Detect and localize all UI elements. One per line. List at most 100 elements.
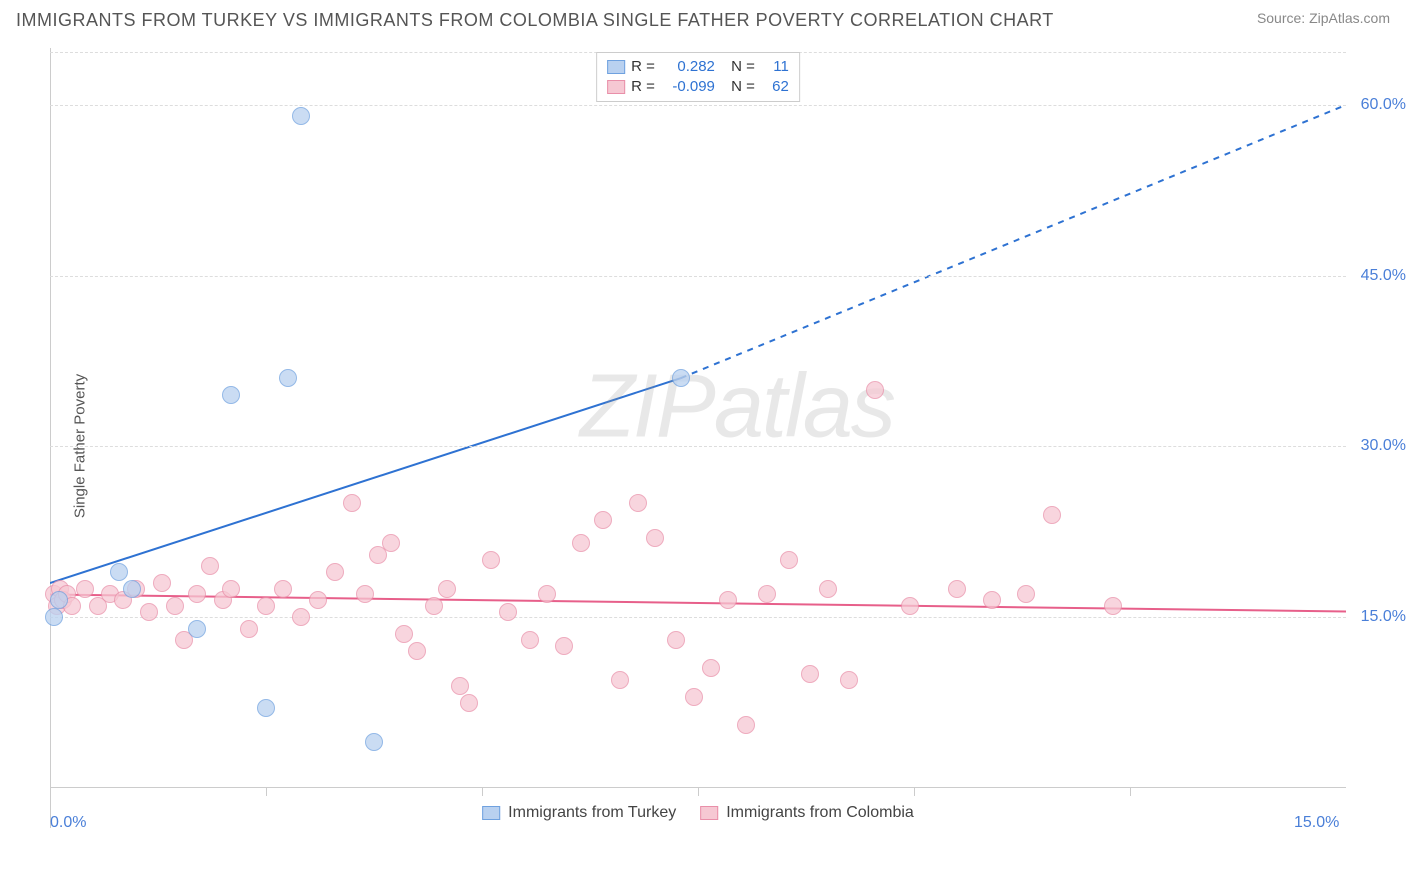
y-grid-line	[50, 276, 1346, 277]
data-point-colombia	[901, 597, 919, 615]
y-tick-label: 60.0%	[1361, 96, 1406, 114]
data-point-colombia	[629, 494, 647, 512]
y-tick-label: 15.0%	[1361, 608, 1406, 626]
correlation-legend: R = 0.282 N = 11 R = -0.099 N = 62	[596, 52, 800, 102]
data-point-turkey	[257, 699, 275, 717]
data-point-colombia	[866, 381, 884, 399]
y-grid-line	[50, 617, 1346, 618]
data-point-colombia	[801, 665, 819, 683]
data-point-colombia	[76, 580, 94, 598]
legend-label-turkey: Immigrants from Turkey	[508, 804, 676, 822]
data-point-colombia	[667, 631, 685, 649]
data-point-colombia	[538, 585, 556, 603]
x-tick-label: 15.0%	[1294, 814, 1339, 832]
data-point-colombia	[840, 671, 858, 689]
data-point-colombia	[140, 603, 158, 621]
data-point-turkey	[365, 733, 383, 751]
legend-r-value-turkey: 0.282	[661, 57, 715, 77]
data-point-colombia	[188, 585, 206, 603]
data-point-colombia	[758, 585, 776, 603]
data-point-colombia	[438, 580, 456, 598]
data-point-colombia	[292, 608, 310, 626]
data-point-colombia	[201, 557, 219, 575]
trend-lines-svg	[50, 48, 1346, 828]
data-point-colombia	[326, 563, 344, 581]
x-tick-mark	[266, 788, 267, 796]
data-point-turkey	[45, 608, 63, 626]
source-attribution: Source: ZipAtlas.com	[1257, 10, 1390, 26]
legend-r-value-colombia: -0.099	[661, 77, 715, 97]
data-point-colombia	[594, 511, 612, 529]
data-point-colombia	[737, 716, 755, 734]
data-point-colombia	[646, 529, 664, 547]
data-point-colombia	[166, 597, 184, 615]
data-point-colombia	[1017, 585, 1035, 603]
data-point-colombia	[948, 580, 966, 598]
x-tick-label: 0.0%	[50, 814, 86, 832]
x-tick-mark	[698, 788, 699, 796]
data-point-colombia	[521, 631, 539, 649]
legend-r-label: R =	[631, 57, 655, 77]
legend-row-colombia: R = -0.099 N = 62	[607, 77, 789, 97]
data-point-turkey	[188, 620, 206, 638]
data-point-colombia	[451, 677, 469, 695]
legend-n-value-colombia: 62	[761, 77, 789, 97]
data-point-turkey	[292, 107, 310, 125]
data-point-colombia	[240, 620, 258, 638]
data-point-colombia	[274, 580, 292, 598]
legend-n-label: N =	[731, 77, 755, 97]
data-point-colombia	[1104, 597, 1122, 615]
data-point-colombia	[309, 591, 327, 609]
chart-title: IMMIGRANTS FROM TURKEY VS IMMIGRANTS FRO…	[16, 10, 1054, 31]
data-point-colombia	[499, 603, 517, 621]
y-tick-label: 45.0%	[1361, 267, 1406, 285]
data-point-colombia	[1043, 506, 1061, 524]
x-tick-mark	[1130, 788, 1131, 796]
y-grid-line	[50, 446, 1346, 447]
data-point-turkey	[222, 386, 240, 404]
data-point-turkey	[279, 369, 297, 387]
data-point-colombia	[257, 597, 275, 615]
legend-label-colombia: Immigrants from Colombia	[726, 804, 914, 822]
legend-swatch-colombia-icon	[700, 806, 718, 820]
data-point-colombia	[611, 671, 629, 689]
legend-item-colombia: Immigrants from Colombia	[700, 804, 914, 822]
legend-r-label: R =	[631, 77, 655, 97]
data-point-colombia	[382, 534, 400, 552]
data-point-colombia	[222, 580, 240, 598]
watermark-text: ZIPatlas	[580, 355, 894, 458]
data-point-turkey	[50, 591, 68, 609]
y-tick-label: 30.0%	[1361, 437, 1406, 455]
data-point-colombia	[685, 688, 703, 706]
data-point-colombia	[343, 494, 361, 512]
data-point-colombia	[555, 637, 573, 655]
legend-row-turkey: R = 0.282 N = 11	[607, 57, 789, 77]
data-point-colombia	[983, 591, 1001, 609]
data-point-colombia	[482, 551, 500, 569]
data-point-turkey	[123, 580, 141, 598]
legend-n-label: N =	[731, 57, 755, 77]
legend-swatch-turkey	[607, 60, 625, 74]
x-tick-mark	[482, 788, 483, 796]
data-point-colombia	[719, 591, 737, 609]
legend-item-turkey: Immigrants from Turkey	[482, 804, 676, 822]
y-grid-line	[50, 105, 1346, 106]
data-point-colombia	[780, 551, 798, 569]
data-point-turkey	[672, 369, 690, 387]
x-tick-mark	[914, 788, 915, 796]
data-point-colombia	[425, 597, 443, 615]
data-point-colombia	[395, 625, 413, 643]
data-point-colombia	[356, 585, 374, 603]
y-axis-line	[50, 48, 51, 828]
data-point-colombia	[408, 642, 426, 660]
legend-swatch-turkey-icon	[482, 806, 500, 820]
data-point-turkey	[110, 563, 128, 581]
data-point-colombia	[460, 694, 478, 712]
series-legend: Immigrants from Turkey Immigrants from C…	[482, 804, 914, 822]
legend-n-value-turkey: 11	[761, 57, 789, 77]
legend-swatch-colombia	[607, 80, 625, 94]
data-point-colombia	[153, 574, 171, 592]
data-point-colombia	[572, 534, 590, 552]
data-point-colombia	[702, 659, 720, 677]
chart-plot-area: ZIPatlas R = 0.282 N = 11 R = -0.099 N =…	[50, 48, 1346, 828]
